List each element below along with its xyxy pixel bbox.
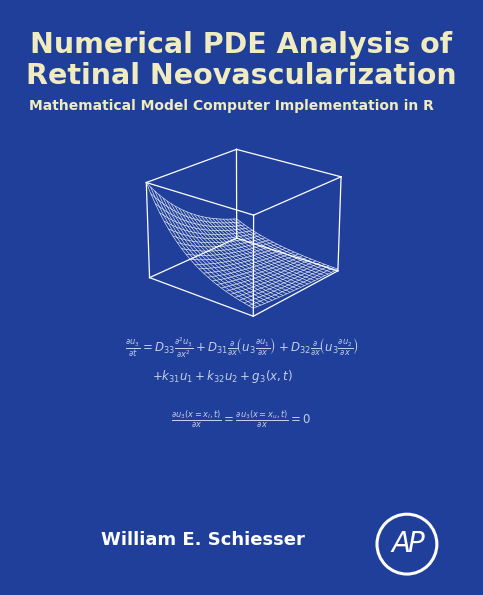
Text: $\mathit{A}$: $\mathit{A}$ — [390, 530, 411, 558]
Text: $\frac{\partial u_3}{\partial t} = D_{33}\frac{\partial^2 u_3}{\partial x^2} + D: $\frac{\partial u_3}{\partial t} = D_{33… — [125, 336, 358, 361]
Text: $\frac{\partial u_3(x=x_l,t)}{\partial x} = \frac{\partial u_3(x=x_u,t)}{\partia: $\frac{\partial u_3(x=x_l,t)}{\partial x… — [171, 409, 312, 430]
Text: $\mathit{P}$: $\mathit{P}$ — [407, 530, 426, 558]
Text: Numerical PDE Analysis of: Numerical PDE Analysis of — [30, 30, 453, 59]
Text: Retinal Neovascularization: Retinal Neovascularization — [26, 62, 457, 90]
Text: $+k_{31}u_1 + k_{32}u_2 + g_3(x,t)$: $+k_{31}u_1 + k_{32}u_2 + g_3(x,t)$ — [152, 368, 293, 384]
Text: Mathematical Model Computer Implementation in R: Mathematical Model Computer Implementati… — [29, 99, 434, 113]
Text: William E. Schiesser: William E. Schiesser — [101, 531, 305, 549]
